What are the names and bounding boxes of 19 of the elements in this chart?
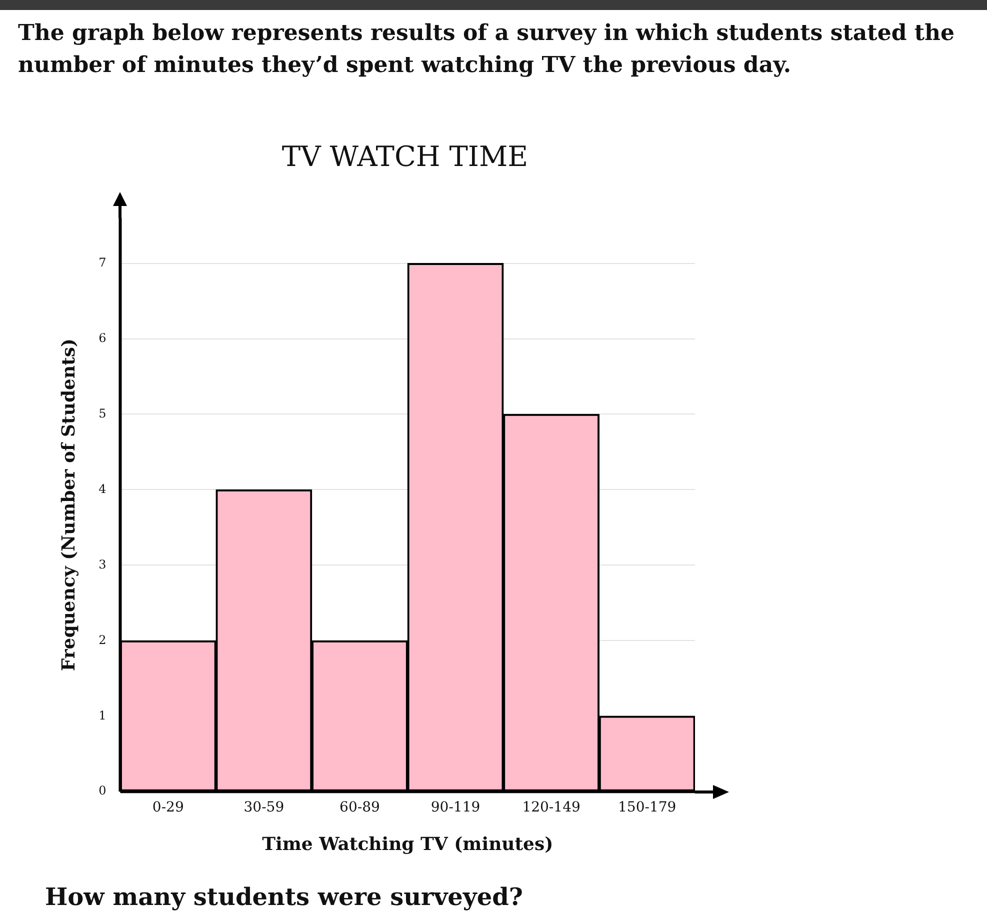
chart-title: TV WATCH TIME [280,140,530,173]
x-tick-label: 120-149 [522,800,580,816]
x-tick-label: 0-29 [152,800,184,816]
y-tick-label: 5 [98,406,106,420]
y-tick-label: 6 [98,330,106,345]
y-tick-label: 1 [98,708,106,722]
x-axis-title: Time Watching TV (minutes) [262,834,554,855]
x-tick-label: 60-89 [340,800,380,816]
y-tick-label: 4 [98,482,107,496]
y-tick-label: 3 [98,557,106,572]
y-axis-title: Frequency (Number of Students) [58,338,80,672]
y-tick-label: 7 [98,255,106,270]
x-tick-label: 30-59 [244,800,284,816]
x-tick-label: 150-179 [618,800,676,816]
text: The graph below represents results of a survey in which students stated the number of minutes they’d spent watching TV the previous day. [18,19,956,80]
text: How many students were surveyed? [45,882,523,911]
x-tick-label: 90-119 [430,800,480,816]
y-tick-label: 0 [98,784,106,798]
y-tick-label: 2 [98,632,106,647]
